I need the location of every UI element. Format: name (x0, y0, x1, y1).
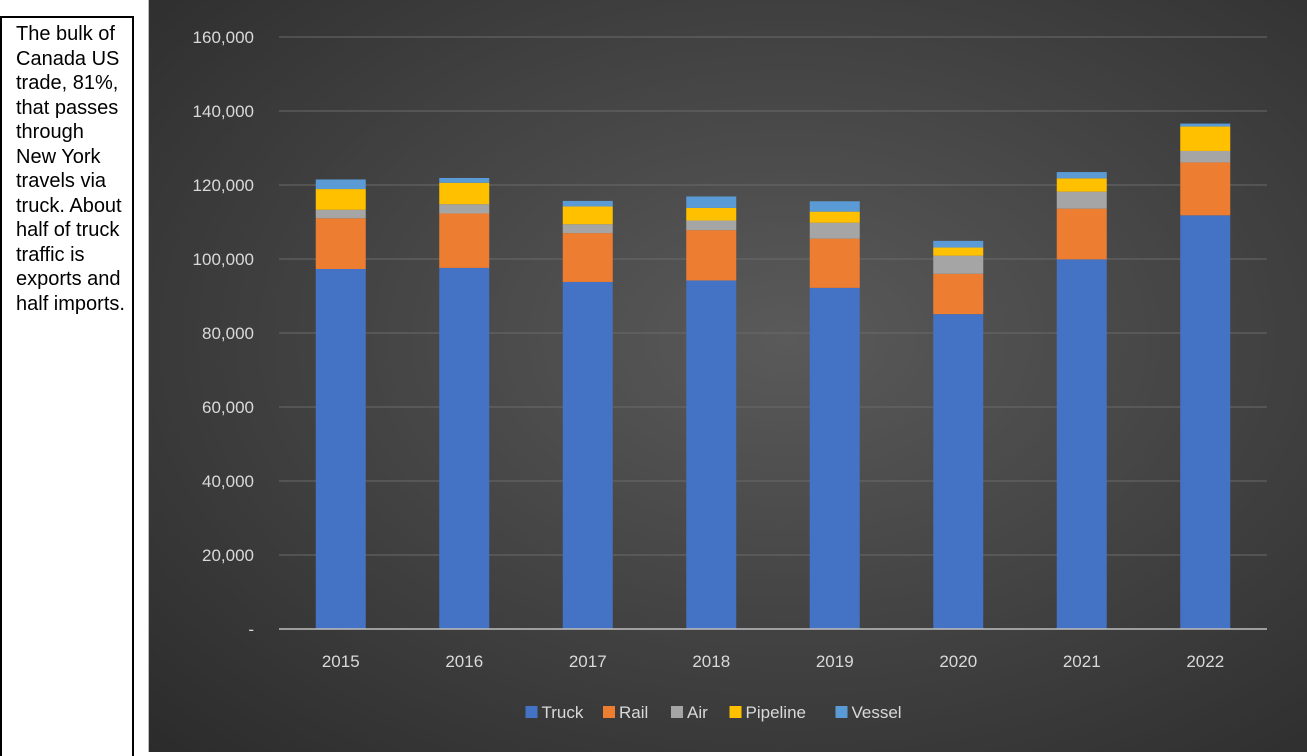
bar-segment-air (933, 255, 984, 274)
bar-segment-rail (439, 213, 490, 268)
y-tick-label: 100,000 (193, 250, 254, 269)
legend-swatch-vessel (835, 706, 848, 718)
y-tick-label: 60,000 (202, 398, 254, 417)
bar-segment-pipeline (809, 211, 860, 223)
bar-segment-air (562, 224, 613, 234)
bar-segment-truck (562, 281, 613, 629)
legend-swatch-pipeline (729, 706, 742, 718)
legend-label: Air (687, 703, 708, 722)
bar-segment-truck (809, 287, 860, 629)
y-tick-label: 140,000 (193, 102, 254, 121)
y-tick-label: 160,000 (193, 28, 254, 47)
bar-segment-air (315, 209, 366, 219)
x-tick-label: 2016 (445, 652, 483, 671)
bar-segment-vessel (562, 200, 613, 207)
bar-segment-truck (1180, 215, 1231, 629)
bar-segment-pipeline (933, 247, 984, 256)
bar-segment-vessel (1180, 123, 1231, 127)
legend-swatch-rail (603, 706, 615, 718)
bar-segment-vessel (933, 240, 984, 248)
bar-segment-air (686, 220, 737, 231)
legend-label: Rail (619, 703, 648, 722)
y-tick-label: 120,000 (193, 176, 254, 195)
bar-segment-pipeline (686, 207, 737, 221)
bar-segment-rail (315, 218, 366, 269)
bar-segment-air (1056, 191, 1107, 209)
stacked-bar-chart: - 20,000 40,000 60,000 80,000 100,000 120,000 1… (193, 28, 1267, 722)
bar-segment-air (809, 222, 860, 239)
column-gap (134, 16, 148, 756)
legend-label: Vessel (852, 703, 902, 722)
bar-segment-truck (439, 267, 490, 629)
y-tick-label: - (248, 620, 254, 639)
bar-segment-vessel (686, 196, 737, 208)
bar-segment-truck (686, 280, 737, 629)
x-tick-label: 2020 (939, 652, 977, 671)
bar-segment-truck (315, 268, 366, 629)
bar-segment-pipeline (1056, 178, 1107, 192)
bar-segment-vessel (809, 201, 860, 212)
bar-segment-air (1180, 150, 1231, 163)
y-tick-label: 40,000 (202, 472, 254, 491)
bar-segment-vessel (315, 179, 366, 190)
left-text-cell: The bulk of Canada US trade, 81%, that p… (0, 16, 134, 756)
x-tick-label: 2018 (692, 652, 730, 671)
legend-label: Truck (542, 703, 584, 722)
x-tick-label: 2015 (322, 652, 360, 671)
legend-label: Pipeline (746, 703, 807, 722)
bar-segment-rail (1056, 208, 1107, 260)
y-tick-label: 20,000 (202, 546, 254, 565)
bar-segment-rail (686, 230, 737, 281)
y-tick-label: 80,000 (202, 324, 254, 343)
legend-swatch-truck (525, 706, 538, 718)
bar-segment-truck (1056, 259, 1107, 629)
bar-segment-pipeline (562, 206, 613, 225)
bar-segment-pipeline (1180, 126, 1231, 151)
legend-swatch-air (671, 706, 683, 718)
x-tick-label: 2019 (816, 652, 854, 671)
x-tick-label: 2021 (1063, 652, 1101, 671)
bar-segment-rail (562, 233, 613, 282)
bar-segment-truck (933, 314, 984, 629)
bar-segment-rail (1180, 162, 1231, 216)
bar-segment-rail (933, 273, 984, 315)
bar-segment-pipeline (315, 189, 366, 210)
chart-area: - 20,000 40,000 60,000 80,000 100,000 120,000 1… (148, 0, 1307, 752)
bar-segment-vessel (439, 177, 490, 183)
bar-segment-vessel (1056, 172, 1107, 179)
bar-segment-pipeline (439, 182, 490, 205)
bar-segment-rail (809, 238, 860, 288)
x-tick-label: 2017 (569, 652, 607, 671)
x-tick-label: 2022 (1186, 652, 1224, 671)
bar-segment-air (439, 204, 490, 214)
description-text: The bulk of Canada US trade, 81%, that p… (16, 23, 125, 315)
